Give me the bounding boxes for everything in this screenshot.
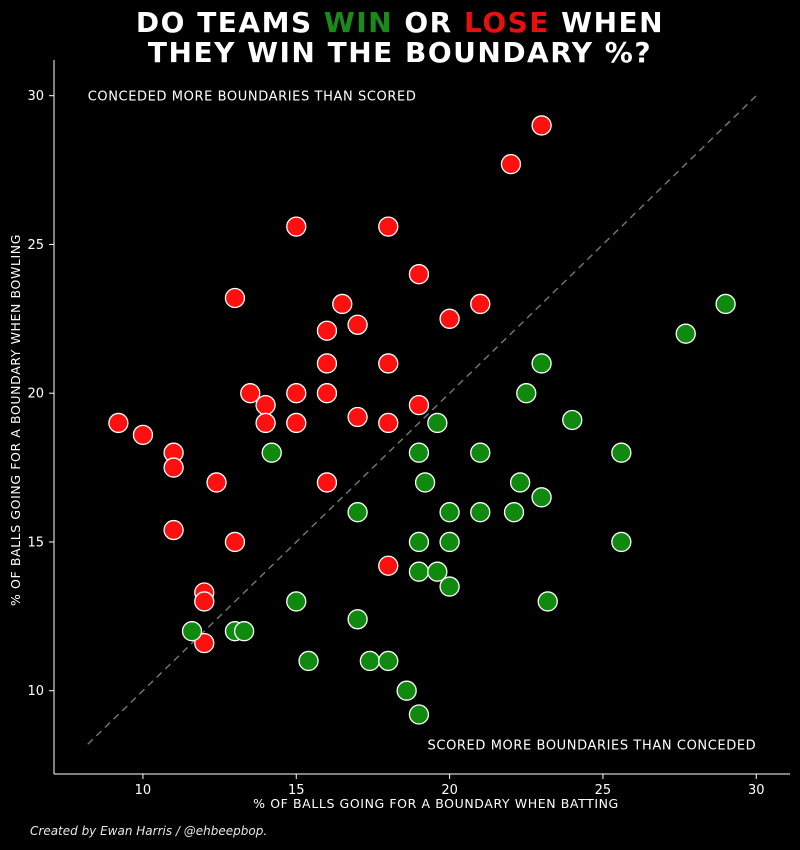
win-point	[439, 576, 460, 597]
title-part: OR	[393, 6, 464, 39]
win-point	[439, 531, 460, 553]
lose-point	[163, 457, 184, 478]
labels-group: CONCEDED MORE BOUNDARIES THAN SCORED SCOR…	[88, 90, 757, 754]
win-point	[408, 561, 430, 582]
win-point	[427, 561, 448, 582]
lose-point	[316, 472, 338, 493]
win-point	[509, 472, 531, 493]
lose-point	[470, 293, 491, 315]
win-point	[470, 442, 491, 463]
lose-point	[378, 216, 399, 237]
title-lose-word: LOSE	[463, 6, 550, 39]
win-point	[378, 650, 399, 672]
win-point	[562, 409, 583, 431]
y-tick-label: 15	[27, 535, 44, 550]
reference-line-group	[87, 95, 757, 745]
win-point	[537, 591, 558, 612]
x-tick-label: 15	[288, 783, 305, 798]
lose-point	[224, 287, 246, 309]
credit-text: Created by Ewan Harris / @ehbeepbop.	[30, 824, 268, 838]
win-point	[611, 531, 632, 553]
lose-point	[206, 472, 227, 493]
series-lose	[108, 115, 552, 654]
title-line-1: DO TEAMS WIN OR LOSE WHEN	[0, 8, 800, 38]
win-point	[531, 487, 552, 508]
lose-point	[255, 412, 276, 434]
win-point	[503, 502, 525, 523]
win-point	[414, 472, 436, 493]
lose-point	[286, 383, 307, 404]
win-point	[516, 383, 537, 404]
annotation-conceded: CONCEDED MORE BOUNDARIES THAN SCORED	[88, 90, 417, 105]
win-point	[347, 609, 368, 630]
win-point	[233, 621, 255, 642]
y-tick-label: 20	[27, 387, 44, 402]
y-tick-label: 25	[27, 238, 44, 253]
title-part: DO TEAMS	[135, 6, 324, 39]
lose-point	[286, 412, 307, 434]
title-line-2: THEY WIN THE BOUNDARY %?	[147, 36, 653, 69]
lose-point	[378, 353, 399, 374]
lose-point	[108, 412, 129, 434]
lose-point	[439, 308, 460, 329]
lose-point	[347, 314, 368, 335]
lose-point	[132, 424, 154, 446]
lose-point	[194, 591, 215, 612]
x-tick-label: 10	[135, 783, 152, 798]
win-point	[396, 680, 417, 701]
diagonal-reference-line	[87, 95, 757, 745]
points-group	[108, 115, 736, 725]
lose-point	[316, 320, 338, 341]
win-point	[261, 442, 282, 463]
win-point	[439, 502, 460, 523]
y-tick-label: 10	[27, 684, 44, 699]
win-point	[531, 353, 552, 374]
x-axis-title: % OF BALLS GOING FOR A BOUNDARY WHEN BAT…	[253, 796, 619, 811]
win-point	[470, 502, 491, 523]
win-point	[408, 704, 430, 725]
lose-point	[240, 383, 261, 404]
lose-point	[332, 293, 353, 315]
x-tick-label: 25	[595, 783, 612, 798]
win-point	[286, 591, 307, 612]
lose-point	[378, 555, 399, 576]
win-point	[611, 442, 632, 463]
win-point	[408, 531, 430, 553]
x-tick-label: 20	[441, 783, 458, 798]
x-tick-label: 30	[748, 783, 765, 798]
lose-point	[347, 406, 368, 428]
annotation-scored: SCORED MORE BOUNDARIES THAN CONCEDED	[428, 738, 757, 753]
lose-point	[194, 632, 215, 654]
axes: 10 15 20 25 30 10 15 20 25 30 % OF BALLS GOING FOR…	[8, 60, 790, 811]
lose-point	[224, 531, 246, 553]
win-point	[408, 442, 430, 463]
title-part: WHEN	[549, 6, 665, 39]
chart-title: DO TEAMS WIN OR LOSE WHEN THEY WIN THE B…	[0, 8, 800, 68]
win-point	[181, 621, 203, 642]
lose-point	[286, 216, 307, 237]
lose-point	[408, 394, 430, 416]
win-point	[675, 323, 696, 344]
lose-point	[316, 353, 338, 374]
win-point	[347, 502, 368, 523]
win-point	[427, 412, 448, 434]
series-win	[181, 293, 736, 725]
win-point	[298, 650, 319, 672]
lose-point	[500, 153, 522, 175]
lose-point	[316, 383, 338, 404]
y-tick-label: 30	[27, 89, 44, 104]
win-point	[715, 293, 736, 315]
lose-point	[531, 115, 552, 136]
lose-point	[408, 264, 430, 285]
lose-point	[255, 394, 276, 416]
y-axis-title: % OF BALLS GOING FOR A BOUNDARY WHEN BOW…	[8, 234, 23, 606]
lose-point	[163, 519, 184, 541]
win-point	[359, 650, 381, 672]
title-win-word: WIN	[323, 6, 394, 39]
lose-point	[378, 412, 399, 434]
